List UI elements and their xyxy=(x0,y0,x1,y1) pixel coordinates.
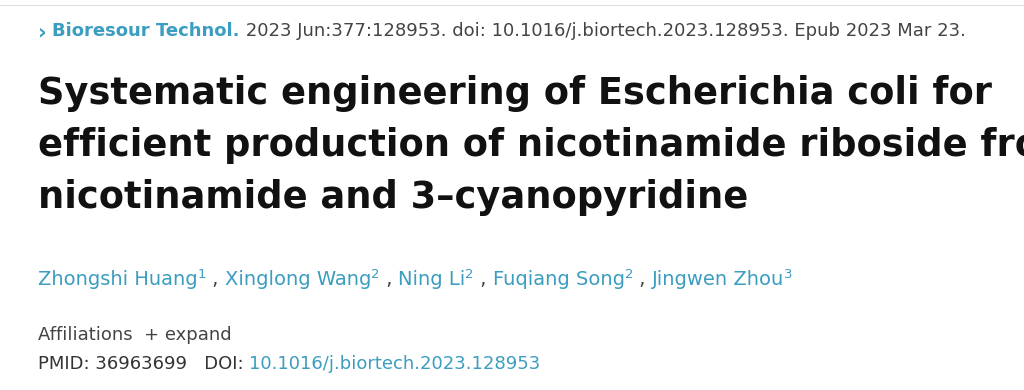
Text: efficient production of nicotinamide riboside from: efficient production of nicotinamide rib… xyxy=(38,127,1024,164)
Text: 3: 3 xyxy=(784,268,793,280)
Text: 2: 2 xyxy=(625,268,633,280)
Text: ,: , xyxy=(380,270,398,289)
Text: Bioresour Technol.: Bioresour Technol. xyxy=(52,22,240,40)
Text: Zhongshi Huang: Zhongshi Huang xyxy=(38,270,198,289)
Text: Affiliations  + expand: Affiliations + expand xyxy=(38,326,231,344)
Text: ,: , xyxy=(633,270,651,289)
Text: Systematic engineering of Escherichia coli for: Systematic engineering of Escherichia co… xyxy=(38,75,992,112)
Text: 2023 Jun:377:128953. doi: 10.1016/j.biortech.2023.128953. Epub 2023 Mar 23.: 2023 Jun:377:128953. doi: 10.1016/j.bior… xyxy=(240,22,966,40)
Text: 1: 1 xyxy=(198,268,206,280)
Text: Xinglong Wang: Xinglong Wang xyxy=(224,270,371,289)
Text: ›: › xyxy=(38,22,47,42)
Text: 2: 2 xyxy=(466,268,474,280)
Text: Jingwen Zhou: Jingwen Zhou xyxy=(651,270,784,289)
Text: nicotinamide and 3–cyanopyridine: nicotinamide and 3–cyanopyridine xyxy=(38,179,749,216)
Text: Ning Li: Ning Li xyxy=(398,270,466,289)
Text: 2: 2 xyxy=(371,268,380,280)
Text: PMID: 36963699   DOI:: PMID: 36963699 DOI: xyxy=(38,355,250,373)
Text: Fuqiang Song: Fuqiang Song xyxy=(493,270,625,289)
Text: ,: , xyxy=(474,270,493,289)
Text: 10.1016/j.biortech.2023.128953: 10.1016/j.biortech.2023.128953 xyxy=(250,355,541,373)
Text: ,: , xyxy=(206,270,224,289)
